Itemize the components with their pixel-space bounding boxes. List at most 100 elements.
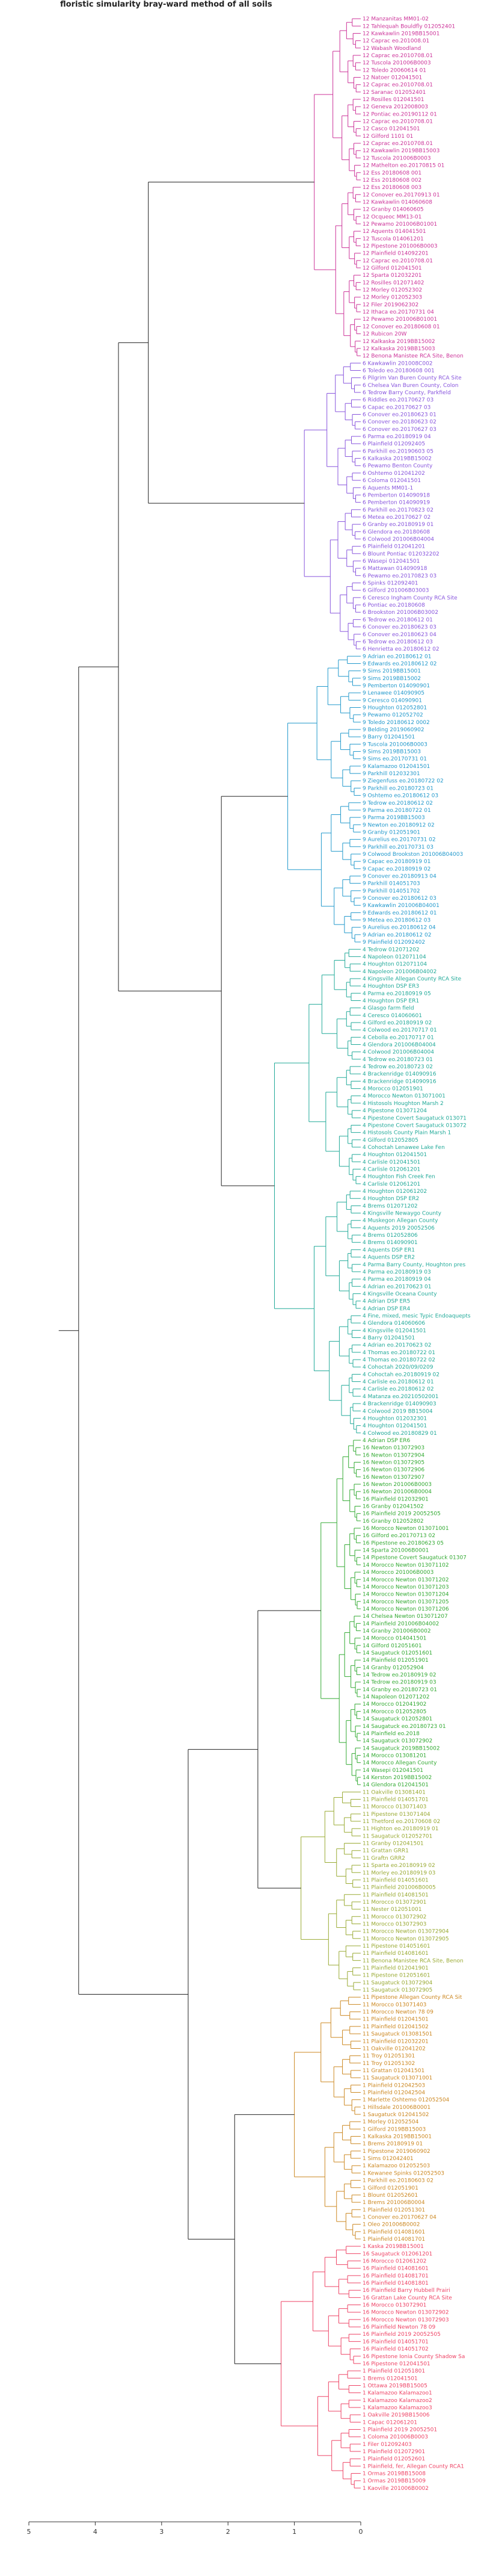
leaf-label: 1 Kewanee Spinks 012052503 bbox=[363, 2170, 444, 2176]
leaf-label: 12 Caprac eo.201008.01 bbox=[363, 39, 429, 45]
leaf-label: 6 Pemberton 014090918 bbox=[363, 492, 430, 498]
leaf-label: 9 Edwards eo.20180612 02 bbox=[363, 661, 437, 667]
leaf-label: 4 Napoleon 201006B04002 bbox=[363, 969, 437, 975]
leaf-label: 14 Morocco 012052805 bbox=[363, 1709, 426, 1715]
leaf-label: 4 Houghton DSP ER2 bbox=[363, 1196, 419, 1202]
leaf-label: 4 Adrian eo.20170623 01 bbox=[363, 1284, 431, 1290]
leaf-label: 16 Gilford eo.20170713 02 bbox=[363, 1533, 435, 1539]
leaf-label: 12 Kawkawlin 2019BB15001 bbox=[363, 31, 440, 37]
leaf-label: 16 Grattan Lake County RCA Site bbox=[363, 2295, 452, 2301]
leaf-label: 1 Plainfield 012051301 bbox=[363, 2207, 425, 2213]
leaf-label: 1 Plainfield 012042503 bbox=[363, 2082, 425, 2088]
leaf-label: 4 Houghton 012061202 bbox=[363, 1189, 427, 1195]
leaf-label: 16 Morocco 013072901 bbox=[363, 2303, 426, 2309]
leaf-label: 12 Natoer 012041501 bbox=[363, 75, 422, 81]
leaf-label: 9 Barry 012041501 bbox=[363, 734, 415, 740]
leaf-label: 9 Aurelius eo.20180612 04 bbox=[363, 925, 436, 931]
leaf-label: 6 Conover eo.20180623 01 bbox=[363, 412, 437, 418]
leaf-label: 9 Pewamo 012052702 bbox=[363, 713, 423, 719]
leaf-label: 16 Newton 013072906 bbox=[363, 1467, 424, 1473]
leaf-label: 6 Colwood 201006B04004 bbox=[363, 536, 434, 542]
leaf-label: 6 Pilgrim Van Buren County RCA Site bbox=[363, 376, 462, 382]
leaf-label: 6 Tedrow eo.20180612 03 bbox=[363, 639, 433, 645]
leaf-label: 14 Morocco Newton 013071203 bbox=[363, 1584, 449, 1590]
leaf-label: 4 Parma Barry County, Houghton pres bbox=[363, 1262, 465, 1268]
leaf-label: 4 Cohoctah 2020/09/0209 bbox=[363, 1364, 434, 1370]
leaf-label: 1 Coloma 201006B0003 bbox=[363, 2435, 428, 2441]
leaf-label: 1 Pipestone 2019060902 bbox=[363, 2149, 430, 2155]
leaf-label: 14 Granby 012052904 bbox=[363, 1665, 424, 1671]
leaf-label: 16 Plainfield 012032901 bbox=[363, 1496, 429, 1502]
leaf-label: 6 Parma eo.20180919 04 bbox=[363, 434, 431, 440]
leaf-label: 12 Pontiac eo.20190112 01 bbox=[363, 111, 437, 117]
leaf-label: 12 Rubicon 20W bbox=[363, 332, 407, 338]
leaf-label: 16 Morocco Newton 013072903 bbox=[363, 2317, 449, 2323]
leaf-label: 9 Kalamazoo 012041501 bbox=[363, 764, 430, 770]
leaf-label: 12 Gilford 1101 01 bbox=[363, 134, 413, 140]
leaf-label: 16 Pipestone Ionia County Shadow Sa bbox=[363, 2354, 465, 2360]
leaf-label: 16 Plainfield 014081801 bbox=[363, 2280, 429, 2287]
leaf-label: 11 Morocco 013072902 bbox=[363, 1914, 426, 1920]
leaf-label: 4 Brems 012071202 bbox=[363, 1203, 418, 1209]
leaf-label: 4 Brems 012052806 bbox=[363, 1233, 418, 1239]
leaf-label: 1 Brems 201006B0004 bbox=[363, 2200, 425, 2206]
leaf-label: 9 Kawkawlin 201006B04001 bbox=[363, 903, 440, 909]
leaf-label: 11 Oakville 013081401 bbox=[363, 1789, 426, 1795]
leaf-label: 11 Granby 012041501 bbox=[363, 1841, 424, 1847]
leaf-label: 4 Brackenridge 014090916 bbox=[363, 1071, 437, 1077]
leaf-label: 11 Saugatuck 013072905 bbox=[363, 1987, 432, 1993]
leaf-label: 14 Napoleon 012071202 bbox=[363, 1694, 429, 1700]
leaf-label: 1 Oleo 201006B0002 bbox=[363, 2222, 420, 2228]
leaf-label: 4 Parma eo.20180919 05 bbox=[363, 991, 431, 997]
leaf-label: 6 Brookston 201006B03002 bbox=[363, 610, 438, 616]
leaf-label: 4 Ceresco 014060601 bbox=[363, 1013, 422, 1019]
leaf-label: 12 Kawkawlin 2019BB15003 bbox=[363, 148, 440, 154]
leaf-label: 1 Plainfield 2019 20052501 bbox=[363, 2427, 437, 2433]
leaf-label: 9 Pemberton 014090901 bbox=[363, 683, 430, 689]
leaf-label: 1 Plainfield 012051801 bbox=[363, 2368, 425, 2374]
leaf-label: 1 Kalamazoo Kalamazoo3 bbox=[363, 2405, 432, 2411]
leaf-label: 16 Plainfield 014081601 bbox=[363, 2266, 429, 2272]
leaf-label: 16 Morocco Newton 013071001 bbox=[363, 1526, 449, 1532]
leaf-label: 6 Coloma 012041501 bbox=[363, 478, 421, 484]
leaf-label: 12 Granby 014060605 bbox=[363, 207, 424, 213]
leaf-label: 9 Newton eo.20180912 02 bbox=[363, 822, 435, 828]
leaf-label: 11 Plainfield 014051601 bbox=[363, 1877, 429, 1883]
leaf-label: 11 Highton eo.20180919 01 bbox=[363, 1826, 438, 1832]
leaf-label: 4 Adrian DSP ER4 bbox=[363, 1306, 410, 1312]
leaf-label: 11 Plainfield 014081501 bbox=[363, 1892, 429, 1898]
leaf-label: 1 Parkhill eo.20180603 02 bbox=[363, 2178, 434, 2184]
leaf-label: 4 Pipestone 013071204 bbox=[363, 1108, 427, 1114]
leaf-label: 4 Morocco 012051901 bbox=[363, 1086, 423, 1092]
leaf-label: 4 Gilford eo.20180919 02 bbox=[363, 1020, 432, 1026]
leaf-label: 4 Houghton Fish Creek Fen bbox=[363, 1174, 435, 1180]
leaf-label: 1 Brems 20180919 01 bbox=[363, 2141, 423, 2147]
leaf-label: 4 Brackenridge 014090916 bbox=[363, 1079, 437, 1085]
leaf-label: 12 Filer 2019062302 bbox=[363, 302, 418, 308]
leaf-label: 6 Toledo eo.20180608 001 bbox=[363, 368, 435, 374]
leaf-label: 9 Granby 012051901 bbox=[363, 829, 420, 835]
x-tick-label: 0 bbox=[359, 2528, 363, 2536]
leaf-label: 6 Ceresco Ingham County RCA Site bbox=[363, 595, 458, 601]
leaf-label: 6 Henrietta eo.20180612 02 bbox=[363, 646, 440, 652]
leaf-label: 11 Pipestone 013071404 bbox=[363, 1812, 430, 1818]
leaf-label: 11 Morocco 013071403 bbox=[363, 2002, 426, 2008]
leaf-label: 12 Ess 20180608 003 bbox=[363, 185, 421, 191]
leaf-label: 9 Lenawee 014090905 bbox=[363, 690, 424, 696]
leaf-label: 1 Kaska 2019BB15001 bbox=[363, 2244, 424, 2250]
leaf-label: 14 Gilford 012051601 bbox=[363, 1643, 422, 1649]
leaf-label: 14 Sparta 201006B0001 bbox=[363, 1548, 429, 1554]
leaf-label: 9 Parkhill 014051703 bbox=[363, 881, 420, 887]
leaf-label: 12 Caprac eo.2010708.01 bbox=[363, 53, 433, 59]
x-axis: 5 4 3 2 1 0 bbox=[27, 2521, 363, 2536]
leaf-label: 16 Plainfield 014051702 bbox=[363, 2347, 429, 2353]
leaf-label: 12 Geneva 2012008003 bbox=[363, 104, 428, 110]
leaf-label: 4 Tedrow eo.20180723 02 bbox=[363, 1064, 433, 1070]
leaf-label: 14 Plainfield eo.2018 bbox=[363, 1731, 420, 1737]
leaf-label: 12 Manzanitas MM01-02 bbox=[363, 16, 429, 22]
leaf-label: 12 Ess 20180608 001 bbox=[363, 170, 421, 176]
leaf-label: 11 Troy 012051302 bbox=[363, 2061, 415, 2067]
leaf-label: 1 Plainfield 012042504 bbox=[363, 2090, 425, 2096]
leaf-label: 11 Graftn GRR2 bbox=[363, 1856, 405, 1862]
leaf-label: 6 Tedrow Barry County, Parkfield bbox=[363, 390, 451, 396]
